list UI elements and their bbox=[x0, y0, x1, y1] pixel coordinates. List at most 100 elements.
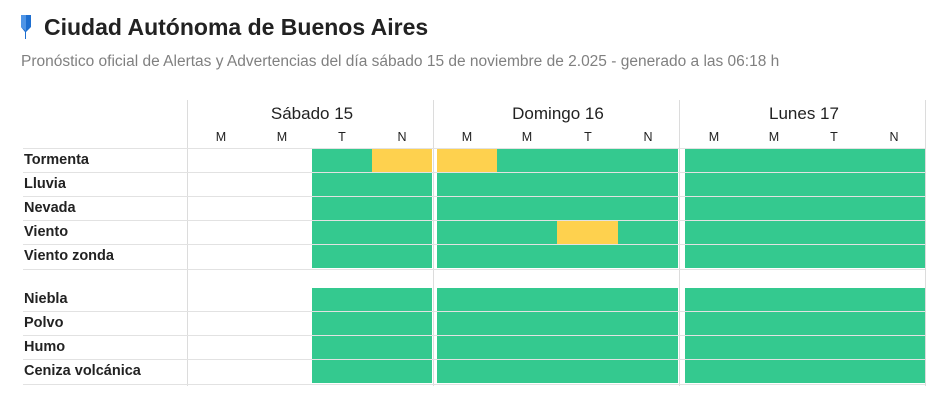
alert-cell bbox=[497, 336, 557, 359]
row-label-humo: Humo bbox=[24, 339, 66, 355]
period-label: N bbox=[397, 130, 407, 144]
alert-cell bbox=[805, 336, 865, 359]
location-pin-icon bbox=[21, 15, 31, 39]
alert-cell bbox=[618, 245, 678, 268]
alert-cell bbox=[557, 221, 618, 244]
alert-cell bbox=[557, 197, 618, 220]
grid-divider bbox=[925, 100, 926, 386]
alert-cell bbox=[865, 197, 925, 220]
alert-cell bbox=[618, 173, 678, 196]
alert-cell bbox=[745, 245, 805, 268]
alert-cell bbox=[745, 312, 805, 335]
alert-cell bbox=[865, 149, 925, 172]
alert-cell bbox=[865, 221, 925, 244]
day-header-sabado: Sábado 15 bbox=[270, 104, 354, 123]
period-label: T bbox=[338, 130, 346, 144]
alert-cell bbox=[745, 288, 805, 311]
day-header-lunes: Lunes 17 bbox=[769, 104, 839, 123]
row-label-viento: Viento bbox=[24, 224, 69, 240]
alert-cell bbox=[865, 360, 925, 383]
alert-cell bbox=[372, 149, 432, 172]
alert-cell bbox=[312, 288, 372, 311]
day-header-domingo: Domingo 16 bbox=[512, 104, 604, 123]
row-divider bbox=[23, 196, 925, 197]
alert-cell bbox=[685, 149, 745, 172]
alert-cell bbox=[805, 149, 865, 172]
alert-cell bbox=[805, 197, 865, 220]
period-label: M bbox=[768, 130, 780, 144]
alert-cell bbox=[437, 221, 497, 244]
period-label: T bbox=[584, 130, 592, 144]
page-subtitle: Pronóstico oficial de Alertas y Adverten… bbox=[21, 53, 780, 70]
alert-cell bbox=[805, 312, 865, 335]
grid-divider bbox=[679, 100, 680, 386]
alert-cell bbox=[372, 288, 432, 311]
alert-cell bbox=[372, 312, 432, 335]
alert-cell bbox=[865, 173, 925, 196]
grid-divider bbox=[433, 100, 434, 386]
alert-cell bbox=[372, 336, 432, 359]
alert-cell bbox=[745, 221, 805, 244]
row-divider bbox=[23, 384, 925, 385]
period-label: M bbox=[276, 130, 288, 144]
alert-cell bbox=[312, 149, 372, 172]
alert-cell bbox=[437, 245, 497, 268]
alert-cell bbox=[312, 221, 372, 244]
alert-cell bbox=[618, 197, 678, 220]
alert-cell bbox=[618, 312, 678, 335]
alert-cell bbox=[557, 288, 618, 311]
alert-cell bbox=[312, 197, 372, 220]
alert-cell bbox=[745, 336, 805, 359]
alert-cell bbox=[497, 221, 557, 244]
period-label: M bbox=[215, 130, 227, 144]
alert-cell bbox=[497, 149, 557, 172]
alert-cell bbox=[805, 288, 865, 311]
alert-cell bbox=[745, 197, 805, 220]
alert-cell bbox=[557, 336, 618, 359]
row-label-tormenta: Tormenta bbox=[24, 152, 89, 168]
alert-cell bbox=[557, 245, 618, 268]
alert-cell bbox=[685, 360, 745, 383]
alert-cell bbox=[372, 360, 432, 383]
page-title-row: Ciudad Autónoma de Buenos Aires bbox=[18, 12, 428, 42]
alert-cell bbox=[685, 288, 745, 311]
alert-cell bbox=[685, 312, 745, 335]
alert-cell bbox=[312, 245, 372, 268]
alert-cell bbox=[372, 197, 432, 220]
alert-cell bbox=[865, 312, 925, 335]
row-divider bbox=[23, 148, 925, 149]
alert-cell bbox=[557, 173, 618, 196]
alert-cell bbox=[372, 173, 432, 196]
alert-cell bbox=[865, 288, 925, 311]
alert-cell bbox=[805, 173, 865, 196]
alert-cell bbox=[497, 245, 557, 268]
alert-cell bbox=[312, 173, 372, 196]
alert-cell bbox=[557, 312, 618, 335]
alert-cell bbox=[745, 360, 805, 383]
alert-cell bbox=[685, 173, 745, 196]
alert-cell bbox=[497, 197, 557, 220]
alert-cell bbox=[497, 173, 557, 196]
row-label-viento-zonda: Viento zonda bbox=[24, 248, 114, 264]
alert-cell bbox=[745, 173, 805, 196]
alert-cell bbox=[618, 149, 678, 172]
row-divider bbox=[23, 220, 925, 221]
alert-cell bbox=[372, 221, 432, 244]
alert-cell bbox=[618, 221, 678, 244]
alert-cell bbox=[618, 360, 678, 383]
alert-cell bbox=[497, 312, 557, 335]
row-label-polvo: Polvo bbox=[24, 315, 64, 331]
row-divider bbox=[23, 359, 925, 360]
alert-cell bbox=[437, 312, 497, 335]
row-label-ceniza-volcanica: Ceniza volcánica bbox=[24, 363, 141, 379]
row-divider bbox=[23, 335, 925, 336]
page-title: Ciudad Autónoma de Buenos Aires bbox=[44, 13, 429, 40]
alert-cell bbox=[437, 173, 497, 196]
alert-cell bbox=[497, 288, 557, 311]
alert-cell bbox=[437, 149, 497, 172]
alert-cell bbox=[685, 221, 745, 244]
alert-cell bbox=[685, 336, 745, 359]
row-label-nevada: Nevada bbox=[24, 200, 76, 216]
alert-cell bbox=[437, 336, 497, 359]
alert-cell bbox=[312, 312, 372, 335]
